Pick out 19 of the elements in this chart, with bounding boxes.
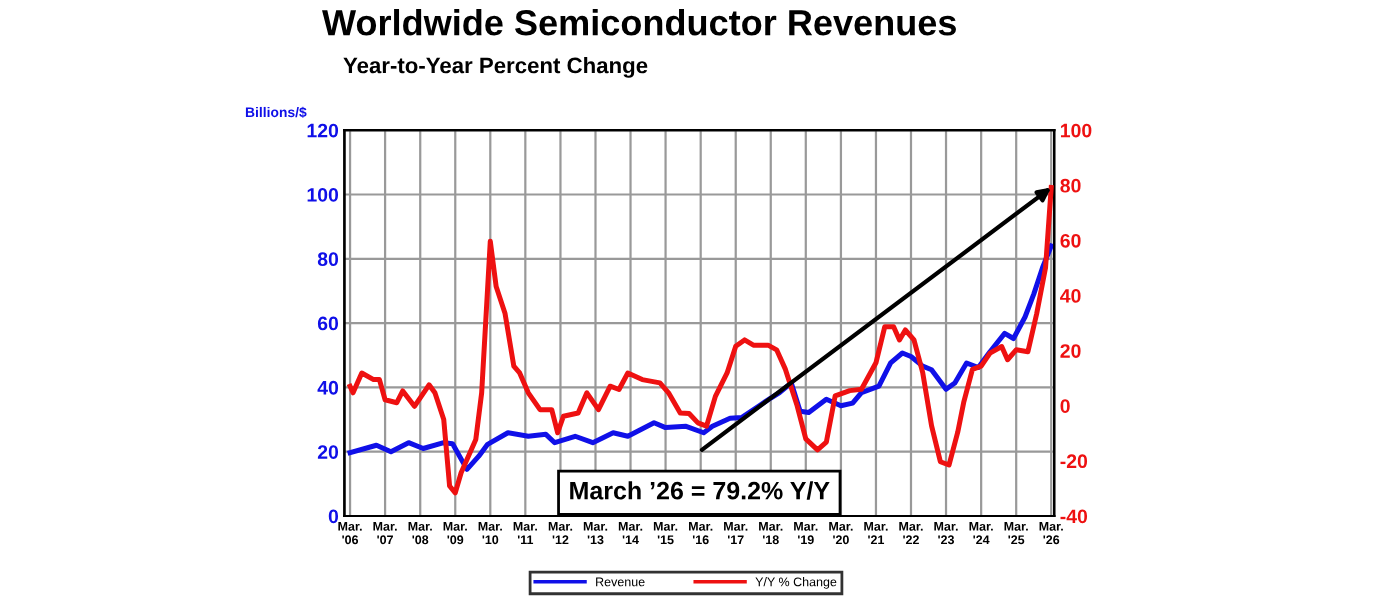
- line-series: [347, 185, 1054, 496]
- y2-tick-label: 40: [1060, 289, 1081, 303]
- y-tick-label: 100: [307, 187, 339, 202]
- y-tick-label: 80: [317, 252, 339, 267]
- y-tick-label: 20: [317, 445, 339, 459]
- y2-tick-label: -20: [1060, 454, 1088, 469]
- y-tick-label: 60: [317, 316, 339, 331]
- y2-tick-label: 0: [1060, 399, 1070, 414]
- y-tick-label: 40: [317, 380, 339, 395]
- y2-tick-label: -40: [1060, 509, 1088, 524]
- y2-tick-label: 80: [1060, 178, 1081, 193]
- y2-tick-label: 60: [1060, 233, 1081, 248]
- y2-tick-label: 20: [1060, 344, 1081, 358]
- chart-subtitle: Year-to-Year Percent Change: [343, 57, 648, 78]
- y-tick-label: 120: [307, 123, 339, 138]
- annotation: March ’26 = 79.2% Y/Y: [570, 481, 830, 500]
- chart-title: Worldwide Semiconductor Revenues: [322, 9, 956, 36]
- y2-tick-label: 100: [1060, 123, 1092, 138]
- y-tick-label: 0: [328, 509, 339, 524]
